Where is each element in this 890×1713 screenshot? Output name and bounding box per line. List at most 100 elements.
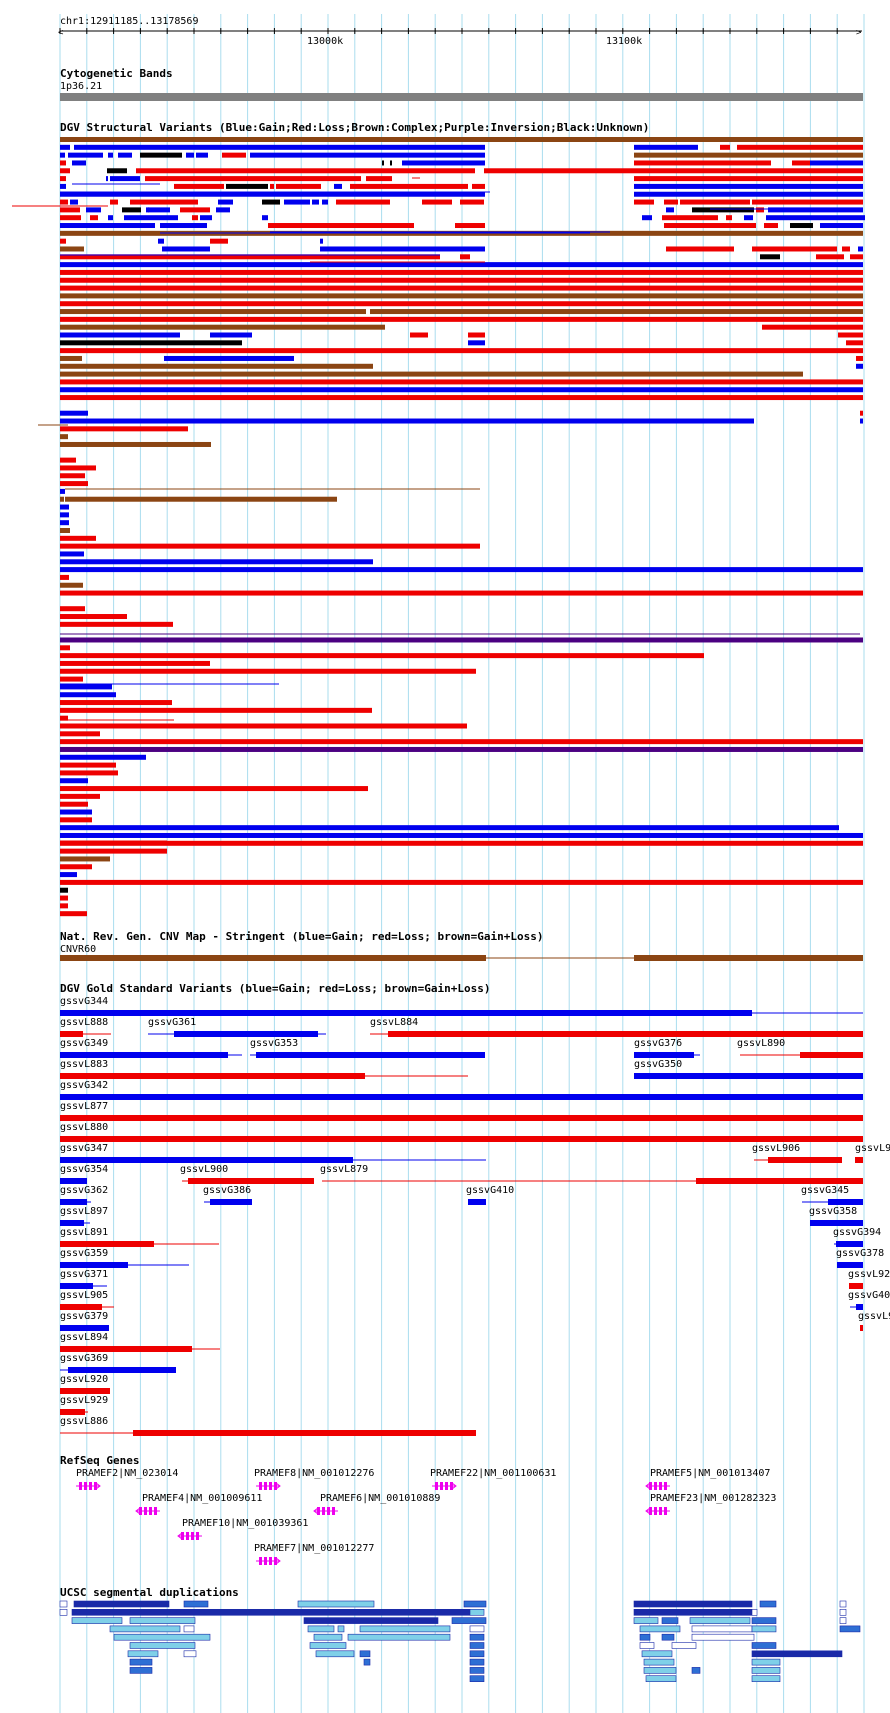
dgv-variant[interactable]: [760, 254, 780, 260]
segdup-feature[interactable]: [183, 1650, 197, 1658]
dgv-structural-track[interactable]: DGV Structural Variants (Blue:Gain;Red:L…: [12, 121, 865, 917]
dgv-variant[interactable]: [60, 473, 85, 479]
dgv-variant[interactable]: [790, 223, 813, 229]
dgv-variant[interactable]: [60, 668, 476, 674]
dgv-variant[interactable]: [484, 168, 863, 174]
dgv-variant[interactable]: [60, 543, 480, 549]
dgv-variant[interactable]: [60, 340, 242, 346]
dgv-variant[interactable]: [60, 770, 118, 776]
segdup-feature[interactable]: [71, 1617, 123, 1624]
refseq-gene-exon[interactable]: [322, 1507, 325, 1515]
gold-variant[interactable]: [174, 1031, 318, 1037]
gold-variant[interactable]: [60, 1052, 228, 1058]
segdup-feature[interactable]: [671, 1642, 697, 1649]
dgv-variant[interactable]: [108, 215, 113, 221]
dgv-variant[interactable]: [140, 152, 182, 158]
segdup-feature[interactable]: [463, 1600, 487, 1608]
dgv-variant[interactable]: [262, 215, 268, 221]
dgv-variant[interactable]: [856, 355, 863, 361]
refseq-gene-exon[interactable]: [332, 1507, 335, 1515]
dgv-variant[interactable]: [662, 215, 678, 221]
segdup-feature[interactable]: [313, 1633, 343, 1641]
dgv-variant[interactable]: [60, 903, 68, 909]
gold-variant[interactable]: [855, 1157, 863, 1163]
dgv-variant[interactable]: [634, 191, 863, 197]
dgv-variant[interactable]: [60, 692, 116, 698]
gold-variant[interactable]: [60, 1031, 83, 1037]
gold-variant[interactable]: [836, 1241, 863, 1247]
dgv-variant[interactable]: [196, 152, 208, 158]
gold-variant[interactable]: [60, 1283, 93, 1289]
segdup-feature[interactable]: [359, 1650, 371, 1658]
gold-variant[interactable]: [468, 1199, 486, 1205]
dgv-variant[interactable]: [60, 324, 385, 330]
dgv-variant[interactable]: [60, 887, 68, 893]
refseq-gene-exon[interactable]: [269, 1557, 272, 1565]
dgv-variant[interactable]: [130, 199, 198, 205]
dgv-variant[interactable]: [320, 246, 485, 252]
dgv-variant[interactable]: [216, 207, 230, 213]
dgv-variant[interactable]: [390, 160, 392, 166]
dgv-variant[interactable]: [90, 215, 98, 221]
gold-variant[interactable]: [256, 1052, 485, 1058]
dgv-variant[interactable]: [250, 152, 485, 158]
segdup-feature[interactable]: [73, 1600, 170, 1608]
dgv-variant[interactable]: [60, 254, 440, 260]
cytoband-bar[interactable]: [60, 93, 863, 101]
dgv-variant[interactable]: [468, 340, 485, 346]
dgv-variant[interactable]: [60, 879, 863, 885]
refseq-gene-exon[interactable]: [144, 1507, 147, 1515]
segdup-feature[interactable]: [751, 1617, 777, 1624]
refseq-gene-exon[interactable]: [450, 1482, 453, 1490]
dgv-variant[interactable]: [60, 801, 88, 807]
dgv-variant[interactable]: [60, 684, 112, 690]
refseq-gene-exon[interactable]: [181, 1532, 184, 1540]
dgv-variant[interactable]: [108, 152, 113, 158]
dgv-variant[interactable]: [766, 215, 865, 221]
refseq-gene-exon[interactable]: [274, 1482, 277, 1490]
dgv-variant[interactable]: [174, 183, 224, 189]
dgv-variant[interactable]: [124, 215, 178, 221]
dgv-variant[interactable]: [776, 207, 863, 213]
gold-standard-track[interactable]: DGV Gold Standard Variants (blue=Gain; r…: [60, 982, 890, 1436]
segdup-feature[interactable]: [689, 1617, 751, 1624]
gold-variant[interactable]: [388, 1031, 863, 1037]
refseq-gene-exon[interactable]: [79, 1482, 82, 1490]
dgv-variant[interactable]: [838, 332, 863, 338]
segdup-feature[interactable]: [109, 1625, 181, 1633]
dgv-variant[interactable]: [268, 223, 414, 229]
gold-variant[interactable]: [60, 1388, 110, 1394]
refseq-gene-exon[interactable]: [649, 1482, 652, 1490]
refseq-gene-exon[interactable]: [259, 1482, 262, 1490]
dgv-variant[interactable]: [276, 183, 321, 189]
dgv-variant[interactable]: [60, 160, 66, 166]
dgv-variant[interactable]: [60, 848, 167, 854]
refseq-gene-exon[interactable]: [269, 1482, 272, 1490]
dgv-variant[interactable]: [158, 238, 164, 244]
dgv-variant[interactable]: [60, 371, 803, 377]
dgv-variant[interactable]: [634, 152, 863, 158]
dgv-variant[interactable]: [60, 621, 173, 627]
refseq-gene-exon[interactable]: [317, 1507, 320, 1515]
dgv-variant[interactable]: [60, 872, 77, 878]
dgv-variant[interactable]: [60, 582, 83, 588]
dgv-variant[interactable]: [312, 199, 319, 205]
refseq-gene-exon[interactable]: [259, 1557, 262, 1565]
dgv-variant[interactable]: [60, 653, 704, 659]
gold-variant[interactable]: [60, 1325, 109, 1331]
dgv-variant[interactable]: [322, 199, 328, 205]
dgv-variant[interactable]: [60, 551, 84, 557]
dgv-variant[interactable]: [60, 574, 69, 580]
refseq-gene-exon[interactable]: [149, 1507, 152, 1515]
refseq-gene-exon[interactable]: [327, 1507, 330, 1515]
dgv-variant[interactable]: [60, 176, 66, 182]
segdup-feature[interactable]: [303, 1617, 439, 1624]
dgv-variant[interactable]: [60, 614, 127, 620]
segdup-feature[interactable]: [639, 1633, 651, 1641]
dgv-variant[interactable]: [336, 199, 390, 205]
segdup-feature[interactable]: [639, 1625, 681, 1633]
segdup-feature[interactable]: [129, 1617, 196, 1624]
gold-variant[interactable]: [60, 1262, 128, 1268]
dgv-variant[interactable]: [816, 254, 844, 260]
gold-variant[interactable]: [60, 1115, 863, 1121]
